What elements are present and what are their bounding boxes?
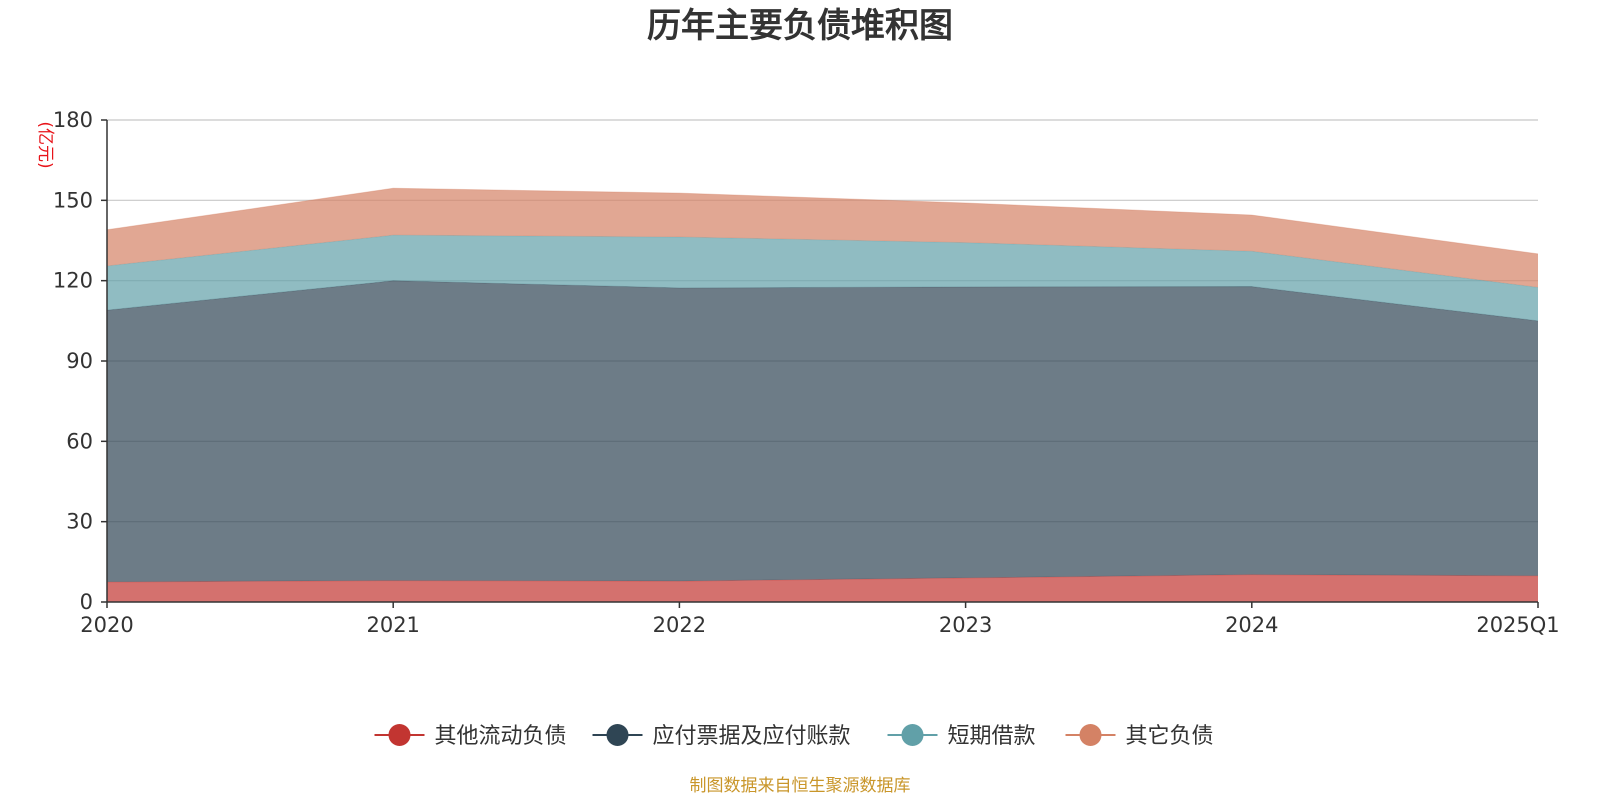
y-tick-label: 120 xyxy=(53,269,93,293)
x-tick-label: 2022 xyxy=(653,613,706,637)
legend-label: 其它负债 xyxy=(1126,724,1214,749)
legend-label: 短期借款 xyxy=(948,724,1036,749)
area-2[interactable] xyxy=(107,280,1538,582)
legend-item[interactable]: 其他流动负债 xyxy=(374,724,567,749)
area-edge-4 xyxy=(106,187,1539,255)
x-tick-label: 2020 xyxy=(80,613,133,637)
chart-title: 历年主要负债堆积图 xyxy=(647,6,953,46)
legend[interactable]: 其他流动负债 应付票据及应付账款 短期借款 其它负债 xyxy=(374,724,1214,749)
axes: 0 30 60 90 120 150 180 2020 2021 2022 2023 2024 2025… xyxy=(53,108,1560,637)
legend-marker-icon xyxy=(606,724,629,746)
y-tick-label: 30 xyxy=(66,510,93,534)
area-series xyxy=(106,187,1539,602)
legend-label: 其他流动负债 xyxy=(435,724,567,749)
legend-marker-icon xyxy=(388,724,411,746)
y-tick-label: 0 xyxy=(80,590,93,614)
area-4[interactable] xyxy=(107,188,1538,288)
x-tick-label: 2024 xyxy=(1225,613,1278,637)
legend-item[interactable]: 短期借款 xyxy=(887,724,1036,749)
area-3[interactable] xyxy=(107,235,1538,321)
legend-marker-icon xyxy=(1079,724,1102,746)
x-tick-label: 2023 xyxy=(939,613,992,637)
area-edge-2 xyxy=(106,280,1539,322)
y-tick-label: 180 xyxy=(53,108,93,132)
y-tick-label: 90 xyxy=(66,349,93,373)
area-1[interactable] xyxy=(107,574,1538,602)
x-tick-label: 2025Q1 xyxy=(1476,613,1559,637)
x-tick-label: 2021 xyxy=(366,613,419,637)
y-tick-label: 60 xyxy=(66,429,93,453)
legend-marker-icon xyxy=(901,724,924,746)
y-axis-unit-label: (亿元) xyxy=(35,121,55,168)
y-tick-label: 150 xyxy=(53,188,93,212)
legend-item[interactable]: 其它负债 xyxy=(1065,724,1214,749)
legend-item[interactable]: 应付票据及应付账款 xyxy=(592,724,851,749)
source-note: 制图数据来自恒生聚源数据库 xyxy=(690,776,911,796)
legend-label: 应付票据及应付账款 xyxy=(653,724,851,749)
